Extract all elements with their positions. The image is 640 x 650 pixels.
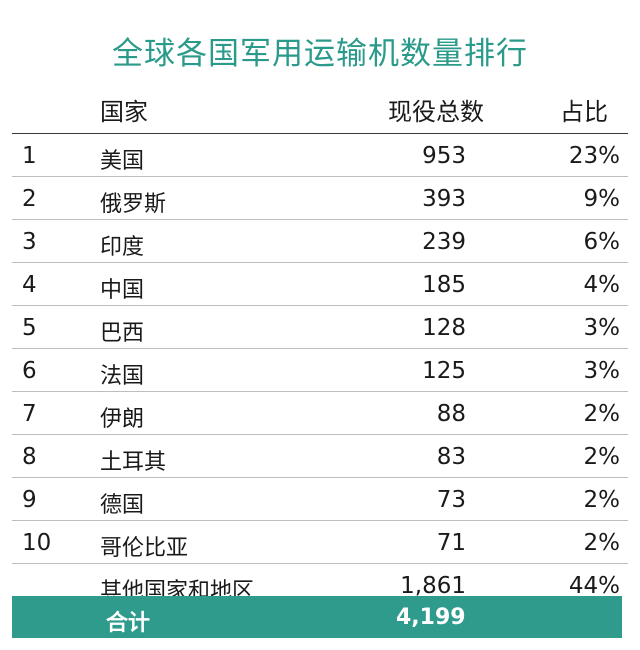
count-cell: 88 xyxy=(436,401,466,427)
header-divider xyxy=(12,133,628,134)
share-cell: 6% xyxy=(583,229,621,255)
count-cell: 185 xyxy=(422,272,466,298)
country-cell: 中国 xyxy=(100,278,145,303)
table-row: 1 美国 953 23% xyxy=(12,134,628,177)
count-cell: 71 xyxy=(436,530,466,556)
table-row: 3 印度 239 6% xyxy=(12,220,628,263)
table-row: 10 哥伦比亚 71 2% xyxy=(12,521,628,564)
count-cell: 83 xyxy=(436,444,466,470)
count-cell: 125 xyxy=(422,358,466,384)
total-label: 合计 xyxy=(106,611,151,636)
rank-cell: 6 xyxy=(22,358,37,384)
country-cell: 德国 xyxy=(100,493,145,518)
table-row: 8 土耳其 83 2% xyxy=(12,435,628,478)
count-cell: 393 xyxy=(422,186,466,212)
rank-cell: 7 xyxy=(22,401,37,427)
country-cell: 美国 xyxy=(100,149,145,174)
total-value: 4,199 xyxy=(396,605,466,630)
country-cell: 巴西 xyxy=(100,321,145,346)
share-cell: 4% xyxy=(583,272,621,298)
table-header: 国家 现役总数 占比 xyxy=(0,92,640,132)
share-cell: 3% xyxy=(583,358,621,384)
country-cell: 印度 xyxy=(100,235,145,260)
count-cell: 953 xyxy=(422,143,466,169)
share-cell: 2% xyxy=(583,444,621,470)
total-row: 合计 4,199 xyxy=(12,596,622,638)
rank-cell: 10 xyxy=(22,530,52,556)
rank-cell: 2 xyxy=(22,186,37,212)
country-cell: 法国 xyxy=(100,364,145,389)
table-row: 5 巴西 128 3% xyxy=(12,306,628,349)
header-share: 占比 xyxy=(560,98,608,126)
table-row: 9 德国 73 2% xyxy=(12,478,628,521)
country-cell: 土耳其 xyxy=(100,450,167,475)
share-cell: 3% xyxy=(583,315,621,341)
header-country: 国家 xyxy=(100,98,148,126)
rank-cell: 4 xyxy=(22,272,37,298)
share-cell: 2% xyxy=(583,401,621,427)
rank-cell: 8 xyxy=(22,444,37,470)
share-cell: 9% xyxy=(583,186,621,212)
count-cell: 73 xyxy=(436,487,466,513)
count-cell: 128 xyxy=(422,315,466,341)
table-row: 2 俄罗斯 393 9% xyxy=(12,177,628,220)
share-cell: 23% xyxy=(568,143,620,169)
country-cell: 俄罗斯 xyxy=(100,192,167,217)
table-row: 6 法国 125 3% xyxy=(12,349,628,392)
count-cell: 239 xyxy=(422,229,466,255)
country-cell: 伊朗 xyxy=(100,407,145,432)
count-cell: 1,861 xyxy=(400,573,466,599)
page-title: 全球各国军用运输机数量排行 xyxy=(112,36,528,72)
rank-cell: 3 xyxy=(22,229,37,255)
share-cell: 44% xyxy=(568,573,620,599)
country-cell: 哥伦比亚 xyxy=(100,536,189,561)
header-total: 现役总数 xyxy=(388,98,484,126)
rank-cell: 9 xyxy=(22,487,37,513)
table-row: 4 中国 185 4% xyxy=(12,263,628,306)
rank-cell: 1 xyxy=(22,143,37,169)
share-cell: 2% xyxy=(583,530,621,556)
share-cell: 2% xyxy=(583,487,621,513)
table-row: 7 伊朗 88 2% xyxy=(12,392,628,435)
table-body: 1 美国 953 23% 2 俄罗斯 393 9% 3 印度 239 6% 4 … xyxy=(0,134,640,606)
rank-cell: 5 xyxy=(22,315,37,341)
